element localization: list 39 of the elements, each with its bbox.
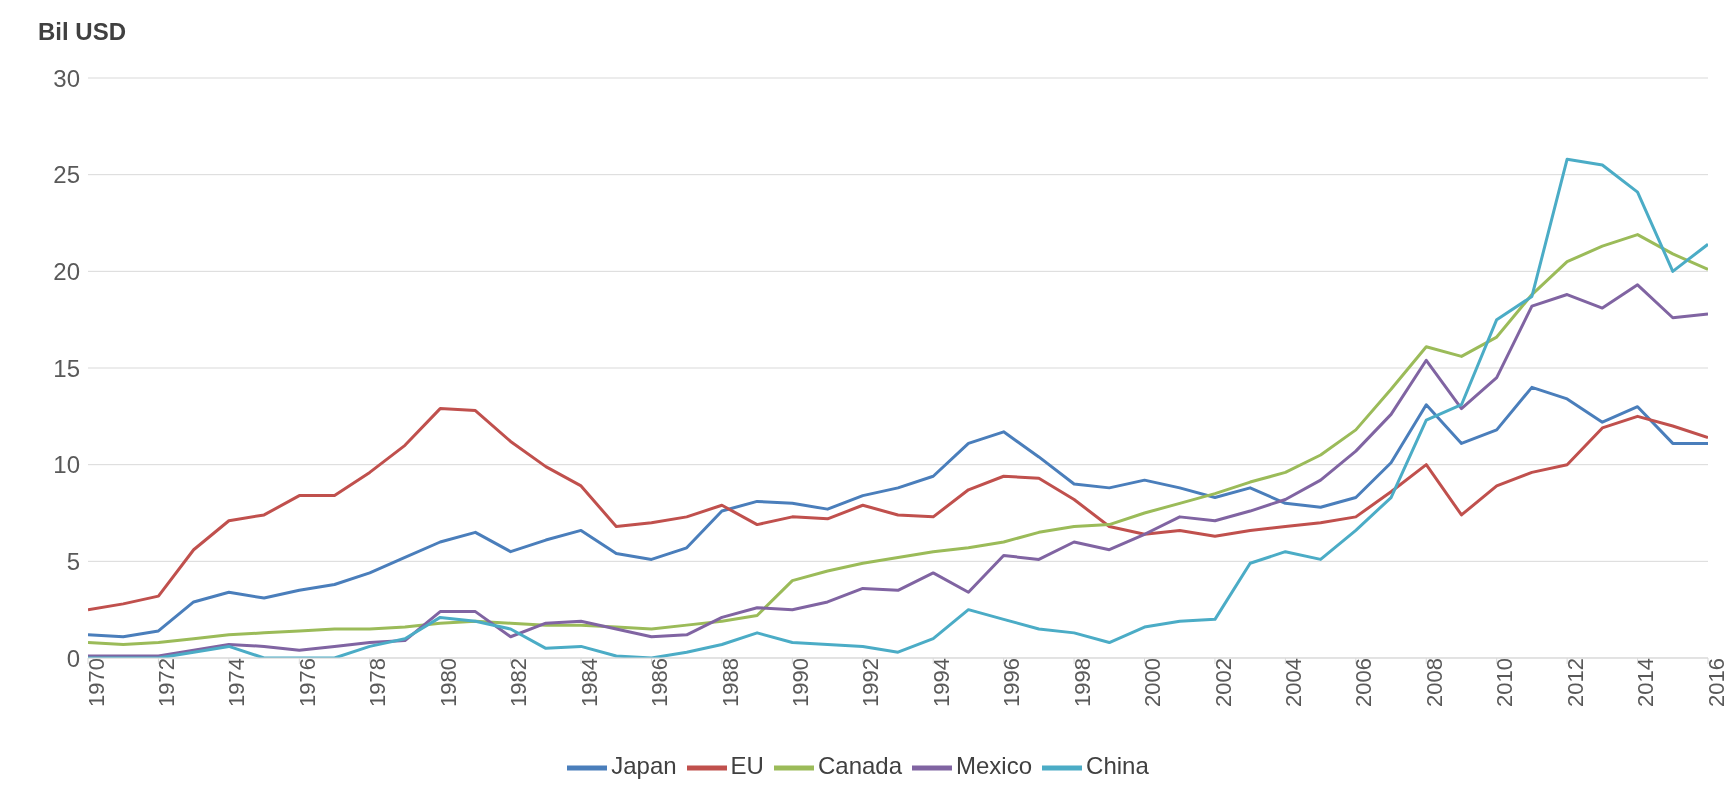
- line-series: [88, 385, 1708, 639]
- legend-label: China: [1086, 752, 1149, 780]
- y-tick-label: 15: [53, 354, 80, 382]
- y-tick-label: 20: [53, 257, 80, 285]
- x-tick-label: 1978: [365, 658, 391, 707]
- x-tick-label: 1998: [1069, 658, 1095, 707]
- x-tick-label: 1996: [999, 658, 1025, 707]
- x-tick-label: 1976: [294, 658, 320, 707]
- x-tick-label: 2012: [1562, 658, 1588, 707]
- y-tick-label: 10: [53, 451, 80, 479]
- x-tick-label: 2006: [1351, 658, 1377, 707]
- x-tick-label: 2016: [1703, 658, 1729, 707]
- x-tick-label: 1992: [858, 658, 884, 707]
- legend-label: Mexico: [956, 752, 1033, 780]
- line-series: [88, 407, 1708, 612]
- legend-label: Japan: [611, 752, 677, 780]
- x-tick-label: 2010: [1492, 658, 1518, 707]
- x-tick-label: 1974: [224, 658, 250, 707]
- x-tick-label: 2000: [1140, 658, 1166, 707]
- y-tick-label: 25: [53, 161, 80, 189]
- x-tick-label: 1990: [787, 658, 813, 707]
- x-tick-label: 1994: [928, 658, 954, 707]
- x-tick-label: 2014: [1633, 658, 1659, 707]
- x-tick-label: 1986: [647, 658, 673, 707]
- x-tick-label: 1980: [435, 658, 461, 707]
- x-tick-label: 2008: [1421, 658, 1447, 707]
- x-tick-label: 1988: [717, 658, 743, 707]
- x-tick-label: 1984: [576, 658, 602, 707]
- legend-label: Canada: [817, 752, 903, 780]
- y-axis-title: Bil USD: [38, 18, 127, 46]
- y-tick-label: 30: [53, 64, 80, 92]
- y-tick-label: 5: [66, 547, 80, 575]
- x-tick-label: 2002: [1210, 658, 1236, 707]
- legend-label: EU: [730, 752, 764, 780]
- y-tick-label: 0: [66, 644, 80, 672]
- x-tick-label: 1970: [83, 658, 109, 707]
- x-tick-label: 1972: [154, 658, 180, 707]
- x-tick-label: 2004: [1281, 658, 1307, 707]
- x-tick-label: 1982: [506, 658, 532, 707]
